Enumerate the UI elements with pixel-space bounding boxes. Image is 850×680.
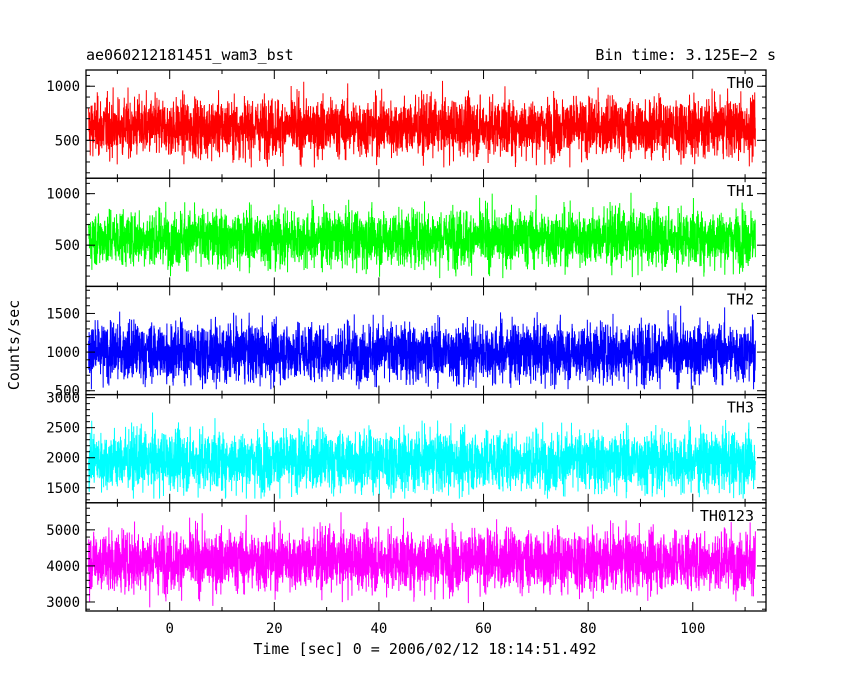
series-line-th2 bbox=[88, 305, 756, 390]
y-tick-label: 1500 bbox=[46, 481, 80, 497]
x-tick-label: 100 bbox=[680, 621, 705, 637]
y-tick-label: 4000 bbox=[46, 559, 80, 575]
series-line-th3 bbox=[88, 412, 756, 499]
panel-label-th1: TH1 bbox=[727, 182, 754, 200]
y-tick-label: 500 bbox=[55, 133, 80, 149]
panel-th2: 500 1000 1500 TH2 bbox=[46, 285, 767, 400]
panel-label-th3: TH3 bbox=[727, 399, 754, 417]
x-axis: 0 20 40 60 80 100 bbox=[165, 621, 705, 637]
panel-frame bbox=[85, 502, 767, 612]
y-tick-label: 1000 bbox=[46, 187, 80, 203]
y-tick-label: 1000 bbox=[46, 345, 80, 361]
x-tick-label: 40 bbox=[370, 621, 387, 637]
y-tick-label: 2500 bbox=[46, 421, 80, 437]
y-tick-label: 1500 bbox=[46, 306, 80, 322]
y-tick-label: 3000 bbox=[46, 391, 80, 407]
x-tick-label: 20 bbox=[266, 621, 283, 637]
panel-th0123: 3000 4000 5000 TH0123 bbox=[46, 502, 767, 612]
x-tick-label: 0 bbox=[165, 621, 173, 637]
panel-th3: 1500 2000 2500 3000 TH3 bbox=[46, 391, 767, 504]
panel-label-th0123: TH0123 bbox=[700, 507, 754, 525]
y-tick-label: 3000 bbox=[46, 595, 80, 611]
y-tick-label: 2000 bbox=[46, 451, 80, 467]
series-line-th1 bbox=[88, 192, 756, 279]
y-axis-label: Counts/sec bbox=[5, 300, 23, 390]
x-axis-label: Time [sec] 0 = 2006/02/12 18:14:51.492 bbox=[253, 640, 596, 658]
panel-label-th2: TH2 bbox=[727, 290, 754, 308]
panels: 500 1000 TH0 500 1000 TH1 500 1000 1500 TH2 1500 20… bbox=[46, 69, 767, 612]
y-tick-label: 500 bbox=[55, 238, 80, 254]
x-tick-label: 60 bbox=[475, 621, 492, 637]
y-tick-label: 500 bbox=[55, 384, 80, 400]
chart-title: ae060212181451_wam3_bst bbox=[86, 46, 294, 64]
panel-th1: 500 1000 TH1 bbox=[46, 177, 767, 288]
bin-time-label: Bin time: 3.125E−2 s bbox=[595, 46, 776, 64]
y-tick-label: 5000 bbox=[46, 523, 80, 539]
y-tick-label: 1000 bbox=[46, 79, 80, 95]
panel-label-th0: TH0 bbox=[727, 74, 754, 92]
panel-th0: 500 1000 TH0 bbox=[46, 69, 767, 179]
series-line-th0 bbox=[88, 80, 756, 168]
series-line-th0123 bbox=[88, 512, 756, 608]
x-tick-label: 80 bbox=[580, 621, 597, 637]
